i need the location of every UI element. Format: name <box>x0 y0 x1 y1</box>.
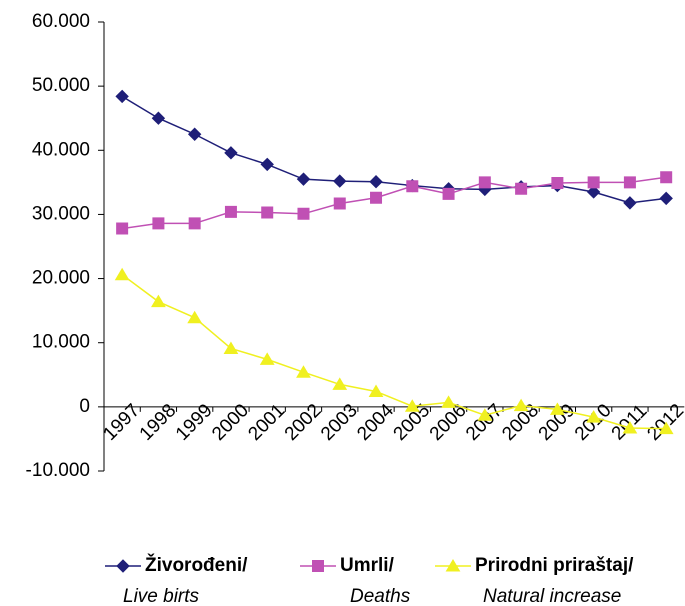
marker <box>478 176 491 189</box>
marker <box>333 197 346 210</box>
y-tick-label: 40.000 <box>32 139 90 160</box>
marker <box>188 217 201 230</box>
y-tick-label: 0 <box>79 396 90 417</box>
marker <box>368 384 384 397</box>
marker <box>151 111 166 125</box>
marker <box>261 206 274 219</box>
marker <box>151 294 166 308</box>
legend-item: Umrli/Deaths <box>300 555 411 606</box>
y-tick-label: 20.000 <box>32 268 90 289</box>
marker <box>312 560 324 572</box>
marker <box>259 352 275 365</box>
legend-item: Živorođeni/Live birts <box>105 554 248 606</box>
marker <box>115 89 129 104</box>
series-line <box>121 274 667 430</box>
marker <box>370 191 383 204</box>
marker <box>477 408 493 421</box>
marker <box>116 559 130 573</box>
marker <box>187 310 203 324</box>
marker <box>297 207 310 220</box>
marker <box>152 217 165 230</box>
marker <box>445 559 461 572</box>
marker <box>441 395 456 408</box>
marker <box>515 182 528 195</box>
legend-sublabel: Live birts <box>123 586 200 606</box>
legend-sublabel: Natural increase <box>483 586 621 606</box>
legend-label: Prirodni priraštaj/ <box>475 555 634 576</box>
y-tick-label: 10.000 <box>32 332 90 353</box>
marker <box>586 185 601 199</box>
marker <box>116 222 129 235</box>
marker <box>187 127 202 141</box>
marker <box>406 180 419 193</box>
legend-sublabel: Deaths <box>350 586 411 606</box>
marker <box>622 421 638 434</box>
marker <box>296 365 311 378</box>
marker <box>114 267 130 281</box>
y-tick-label: 60.000 <box>32 11 90 32</box>
marker <box>587 176 600 189</box>
series-line <box>122 176 667 230</box>
y-tick-label: 30.000 <box>32 203 90 224</box>
marker <box>404 399 420 412</box>
y-tick-label: -10.000 <box>26 460 90 481</box>
legend-label: Umrli/ <box>340 555 395 576</box>
marker <box>513 398 529 412</box>
y-tick-label: 50.000 <box>32 75 90 96</box>
marker <box>224 205 237 218</box>
marker <box>442 187 455 200</box>
marker <box>333 174 347 188</box>
marker <box>260 157 274 172</box>
marker <box>223 341 239 354</box>
legend-label: Živorođeni/ <box>145 554 248 576</box>
marker <box>660 171 673 184</box>
marker <box>623 176 636 189</box>
marker <box>296 172 311 186</box>
marker <box>586 410 602 423</box>
legend-item: Prirodni priraštaj/Natural increase <box>435 555 634 606</box>
marker <box>658 421 674 435</box>
marker <box>549 402 565 415</box>
marker <box>224 146 238 160</box>
marker <box>659 191 673 206</box>
marker <box>623 196 637 210</box>
marker <box>551 176 564 189</box>
marker <box>369 175 383 189</box>
marker <box>332 377 348 390</box>
series-line <box>121 95 667 204</box>
